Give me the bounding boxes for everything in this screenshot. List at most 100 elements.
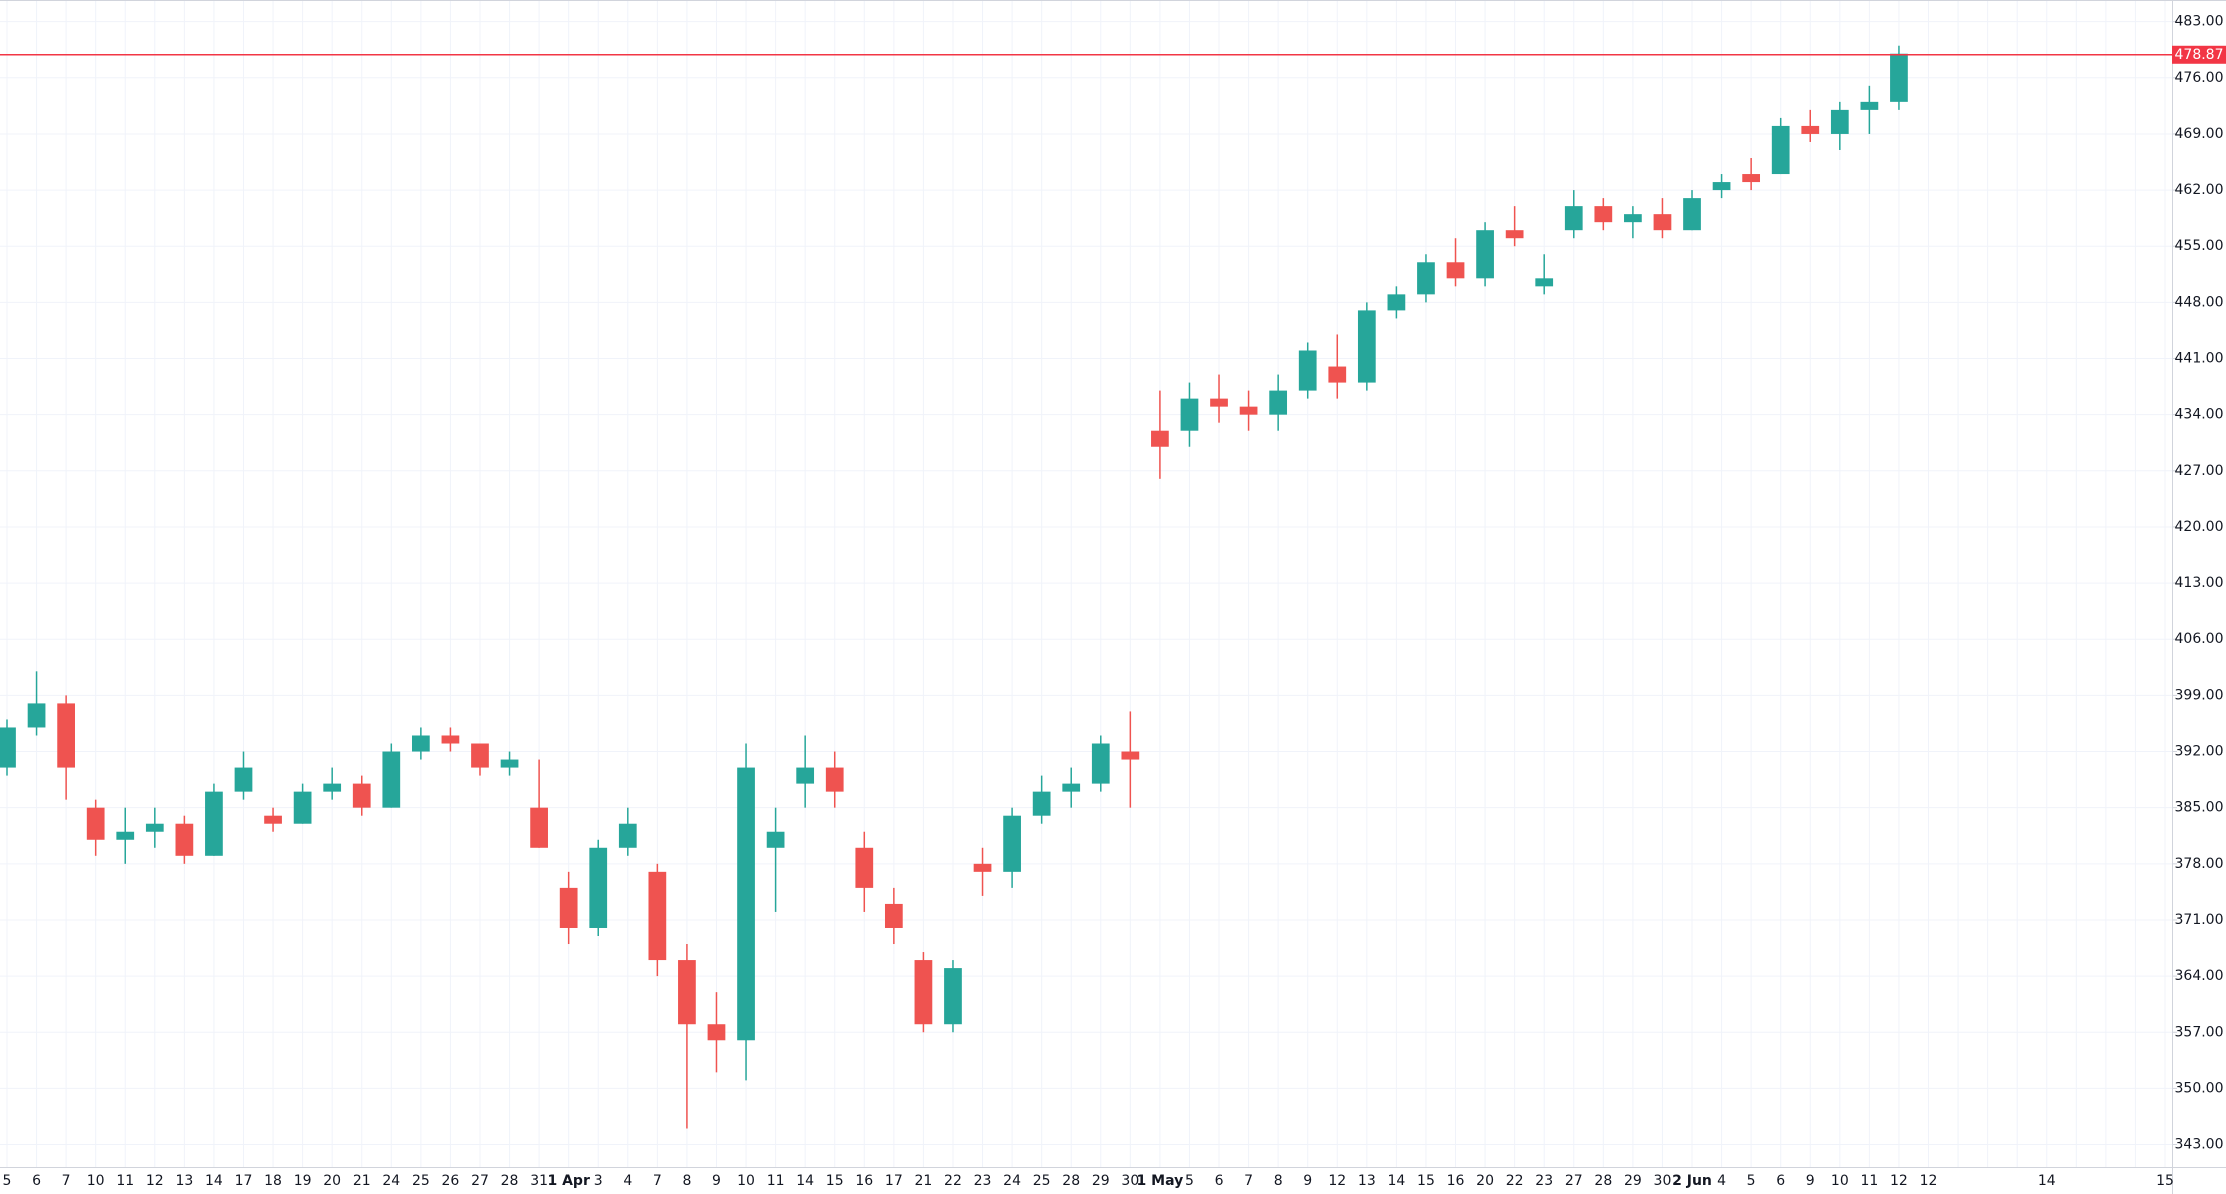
- candle-body: [1269, 390, 1288, 415]
- y-tick-label: 406.00: [2175, 631, 2224, 647]
- x-tick-label: 10: [1831, 1173, 1849, 1189]
- candle-body: [1564, 206, 1583, 231]
- candle-body: [1624, 214, 1642, 223]
- y-tick-label: 371.00: [2175, 912, 2224, 928]
- candle-body: [1801, 125, 1820, 134]
- y-tick-label: 455.00: [2175, 238, 2224, 254]
- candle-body: [1180, 398, 1199, 431]
- x-tick-label: 7: [62, 1173, 71, 1189]
- candle-body: [1003, 815, 1021, 872]
- x-tick-label: 17: [885, 1173, 903, 1189]
- candle-body: [1683, 198, 1701, 231]
- y-tick-label: 420.00: [2175, 519, 2224, 535]
- price-label-box: [2172, 45, 2226, 64]
- y-tick-label: 357.00: [2175, 1024, 2224, 1040]
- x-tick-label: 30: [1654, 1173, 1672, 1189]
- x-tick-label: 9: [1806, 1173, 1815, 1189]
- candle-body: [352, 783, 371, 808]
- x-tick-label: 19: [294, 1173, 312, 1189]
- candle-body: [1446, 262, 1465, 279]
- x-tick-label: 12: [146, 1173, 164, 1189]
- candle-body: [589, 847, 608, 928]
- candle-body: [1830, 109, 1849, 134]
- x-tick-label: 13: [1358, 1173, 1376, 1189]
- x-tick-label: 1 Apr: [547, 1173, 589, 1189]
- candle-body: [1860, 101, 1879, 110]
- y-tick-label: 378.00: [2175, 856, 2224, 872]
- candle-body: [1771, 125, 1790, 175]
- candle-body: [559, 887, 578, 928]
- grid: [0, 0, 2172, 1167]
- x-tick-label: 1 May: [1137, 1173, 1184, 1189]
- x-tick-label: 11: [767, 1173, 785, 1189]
- x-tick-label: 20: [1476, 1173, 1494, 1189]
- candle-body: [382, 751, 401, 808]
- candle-body: [1505, 230, 1524, 239]
- x-tick-label: 14: [2038, 1173, 2056, 1189]
- candle-body: [944, 968, 962, 1025]
- candle-body: [86, 807, 105, 840]
- candle-body: [27, 703, 46, 728]
- x-tick-label: 28: [1594, 1173, 1612, 1189]
- axis-labels: 343.00 350.00 357.00 364.00 371.00 378.00 385.…: [3, 14, 2226, 1189]
- x-tick-label: 9: [712, 1173, 721, 1189]
- x-tick-label: 14: [205, 1173, 223, 1189]
- x-tick-label: 25: [1033, 1173, 1051, 1189]
- x-tick-label: 6: [1776, 1173, 1785, 1189]
- x-tick-label: 28: [1062, 1173, 1080, 1189]
- x-tick-label: 6: [32, 1173, 41, 1189]
- candle-body: [57, 703, 75, 768]
- x-tick-label: 7: [1244, 1173, 1253, 1189]
- x-tick-label: 11: [1860, 1173, 1878, 1189]
- y-tick-label: 399.00: [2175, 687, 2224, 703]
- candle-body: [1653, 214, 1672, 231]
- candle-body: [0, 727, 16, 768]
- x-tick-label: 21: [914, 1173, 932, 1189]
- x-tick-label: 5: [3, 1173, 12, 1189]
- x-tick-label: 14: [796, 1173, 814, 1189]
- x-tick-label: 23: [974, 1173, 992, 1189]
- candle-body: [796, 767, 815, 784]
- x-tick-label: 22: [944, 1173, 962, 1189]
- x-tick-label: 10: [737, 1173, 755, 1189]
- x-tick-label: 27: [1565, 1173, 1583, 1189]
- x-tick-label: 26: [442, 1173, 460, 1189]
- candle-body: [1091, 743, 1110, 784]
- x-tick-label: 8: [1274, 1173, 1283, 1189]
- candle-body: [678, 960, 696, 1025]
- candle-body: [737, 767, 755, 1041]
- y-tick-label: 413.00: [2175, 575, 2224, 591]
- x-tick-label: 4: [1717, 1173, 1726, 1189]
- x-tick-label: 6: [1215, 1173, 1224, 1189]
- y-tick-label: 434.00: [2175, 407, 2224, 423]
- candle-body: [441, 735, 460, 744]
- y-tick-label: 476.00: [2175, 70, 2224, 86]
- x-tick-label: 23: [1535, 1173, 1553, 1189]
- candle-body: [1594, 206, 1613, 223]
- x-tick-label: 20: [323, 1173, 341, 1189]
- x-tick-label: 9: [1303, 1173, 1312, 1189]
- candle-body: [1742, 174, 1761, 183]
- candle-body: [1357, 310, 1376, 383]
- candle-body: [648, 871, 667, 961]
- candle-body: [766, 831, 785, 848]
- candle-body: [855, 847, 874, 888]
- x-tick-label: 16: [855, 1173, 873, 1189]
- candle-body: [973, 863, 992, 872]
- y-tick-label: 385.00: [2175, 800, 2224, 816]
- candle-body: [1151, 430, 1169, 447]
- candle-body: [1712, 182, 1731, 191]
- x-tick-label: 14: [1387, 1173, 1405, 1189]
- candle-body: [293, 791, 312, 824]
- candle-body: [116, 831, 135, 840]
- candle-body: [1476, 230, 1494, 279]
- x-tick-label: 22: [1506, 1173, 1524, 1189]
- candle-body: [323, 783, 342, 792]
- candle-body: [1535, 278, 1554, 287]
- candle-body: [1121, 751, 1140, 760]
- candle-body: [471, 743, 489, 768]
- x-tick-label: 27: [471, 1173, 489, 1189]
- candle-body: [145, 823, 164, 832]
